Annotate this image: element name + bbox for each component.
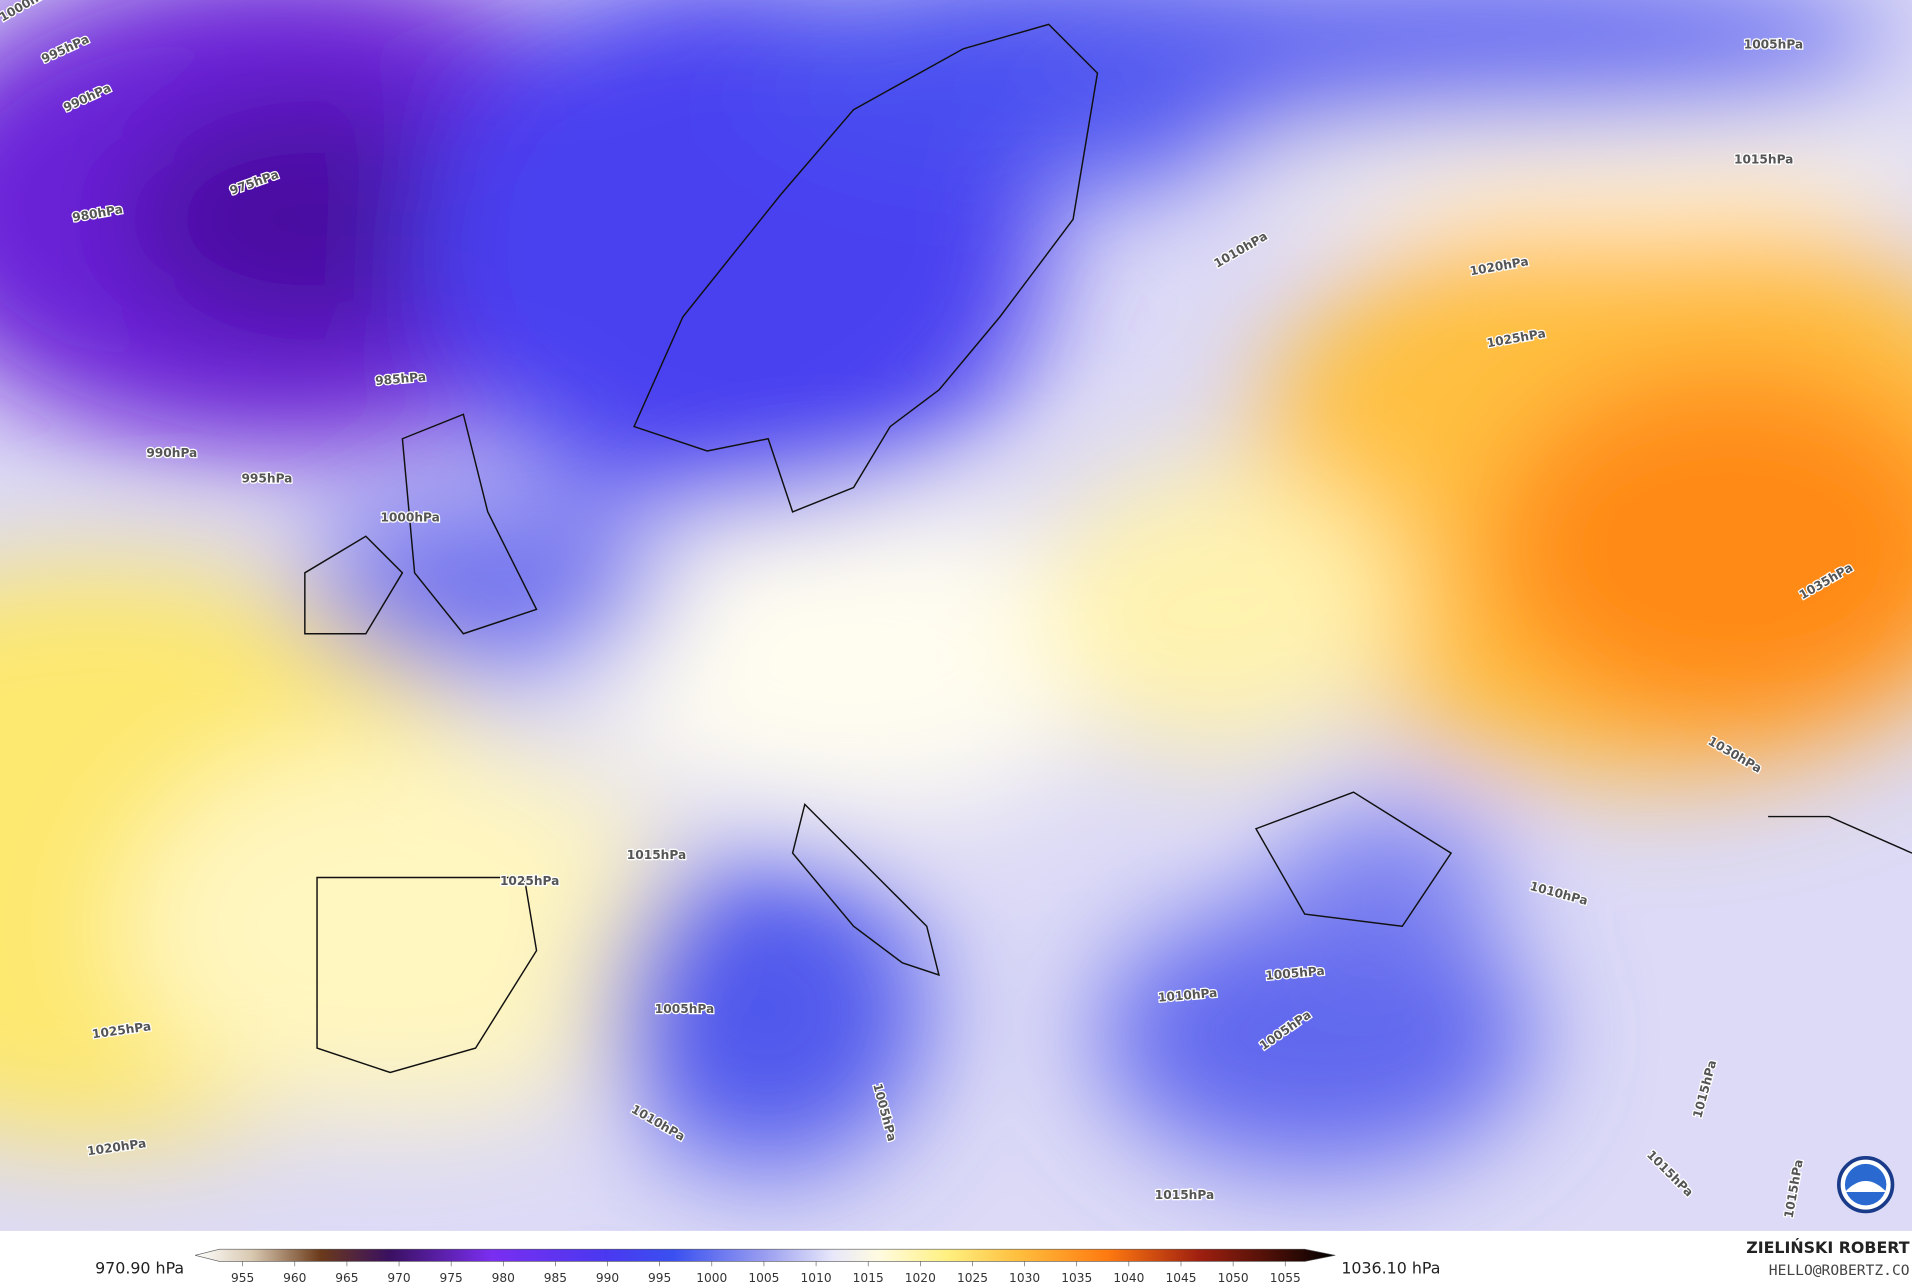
isobar-label: 1015hPa [1734,152,1793,166]
colorbar-tick-label: 970 [387,1271,410,1285]
colorbar-tick-label: 1025 [957,1271,988,1285]
italy-outline [791,802,940,977]
colorbar-tick-label: 975 [440,1271,463,1285]
pressure-field [0,0,1912,1231]
author-name: ZIELIŃSKI ROBERT [1746,1238,1910,1257]
colorbar-tick-label: 955 [231,1271,254,1285]
colorbar-tick-label: 965 [335,1271,358,1285]
isobar-label: 1000hPa [380,511,439,525]
isobar-label: 1015hPa [1155,1188,1214,1202]
black-sea-outline [1254,791,1453,928]
colorbar-tick-label: 1000 [696,1271,727,1285]
iberia-outline [316,876,538,1074]
colorbar-tick-label: 985 [544,1271,567,1285]
colorbar-tick-label: 995 [648,1271,671,1285]
colorbar-min-label: 970.90 hPa [95,1259,184,1278]
isobar-label: 985hPa [375,370,427,388]
colorbar-tick-label: 960 [283,1271,306,1285]
britain-outline [401,413,538,635]
coastlines [304,23,1912,1074]
colorbar-tick-label: 1010 [801,1271,832,1285]
colorbar-tick-label: 1035 [1061,1271,1092,1285]
isobar-label: 1005hPa [655,1002,714,1016]
isobar-label: 990hPa [146,446,197,460]
colorbar-tick-label: 980 [492,1271,515,1285]
colorbar-tick-label: 1045 [1165,1271,1196,1285]
isobar-label: 1010hPa [1157,986,1217,1005]
colorbar-tick-label: 1015 [853,1271,884,1285]
noaa-logo [1837,1155,1895,1214]
colorbar-tick-label: 1030 [1009,1271,1040,1285]
colorbar-tick-label: 1050 [1218,1271,1249,1285]
colorbar-ticks: 955 960 965 970 975 980 985 990 995 1000 1005 1010 1… [231,1261,1301,1285]
colorbar-tick-label: 1005 [748,1271,779,1285]
ireland-outline [304,535,404,635]
colorbar-tick-label: 1040 [1113,1271,1144,1285]
colorbar-tick-label: 990 [596,1271,619,1285]
colorbar [195,1248,1336,1262]
colorbar-tick-label: 1055 [1270,1271,1301,1285]
isobar-label: 1025hPa [500,874,559,888]
border [1768,815,1912,854]
isobar-label: 1005hPa [1265,964,1325,983]
isobar-label: 1005hPa [1744,38,1803,52]
isobar-label: 995hPa [241,472,292,486]
author-email: HELLO@ROBERTZ.CO [1769,1262,1910,1279]
isobar-label: 1015hPa [627,848,686,862]
scandinavia-outline [633,23,1099,513]
colorbar-max-label: 1036.10 hPa [1341,1259,1440,1278]
colorbar-tick-label: 1020 [905,1271,936,1285]
